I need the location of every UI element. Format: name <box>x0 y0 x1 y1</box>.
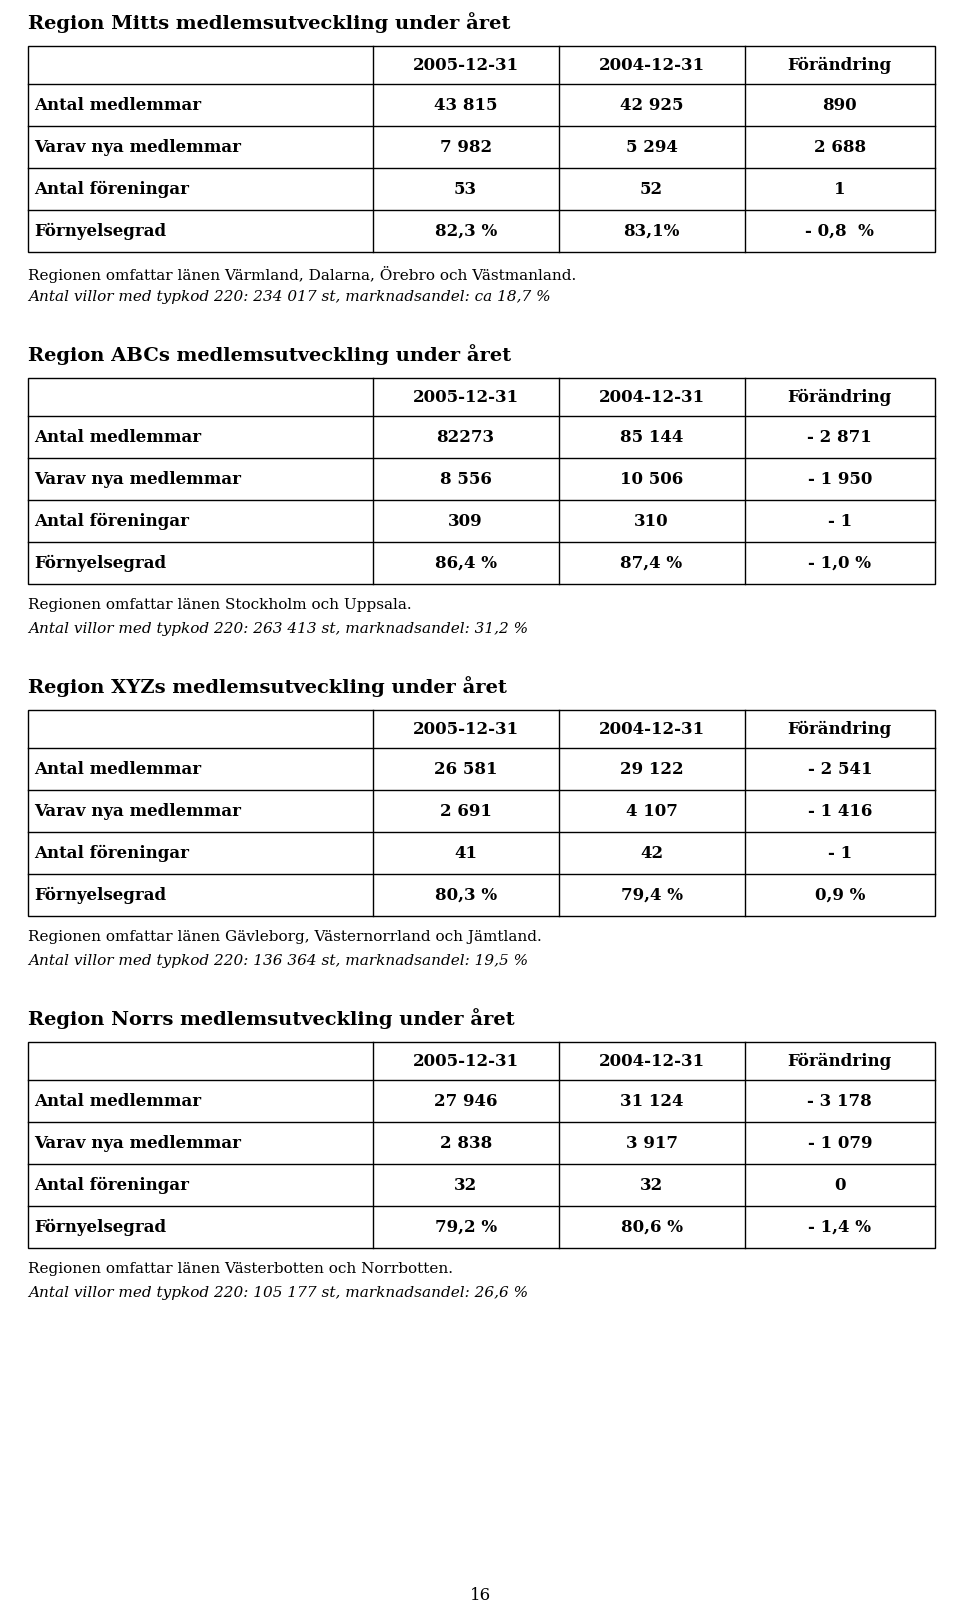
Text: 52: 52 <box>640 180 663 198</box>
Text: 16: 16 <box>469 1587 491 1603</box>
Text: - 1: - 1 <box>828 512 852 530</box>
Text: - 0,8  %: - 0,8 % <box>805 222 875 240</box>
Text: Region Norrs medlemsutveckling under året: Region Norrs medlemsutveckling under åre… <box>28 1008 515 1029</box>
Text: Varav nya medlemmar: Varav nya medlemmar <box>34 138 241 156</box>
Text: 79,4 %: 79,4 % <box>620 887 683 903</box>
Text: 890: 890 <box>823 97 857 113</box>
Text: 2004-12-31: 2004-12-31 <box>598 1052 705 1070</box>
Text: 2005-12-31: 2005-12-31 <box>413 57 518 73</box>
Text: 32: 32 <box>454 1177 477 1193</box>
Text: Region XYZs medlemsutveckling under året: Region XYZs medlemsutveckling under året <box>28 676 507 697</box>
Text: Förändring: Förändring <box>787 389 892 405</box>
Text: Regionen omfattar länen Värmland, Dalarna, Örebro och Västmanland.: Regionen omfattar länen Värmland, Dalarn… <box>28 266 576 284</box>
Text: Antal föreningar: Antal föreningar <box>34 180 189 198</box>
Text: 1: 1 <box>834 180 846 198</box>
Text: 87,4 %: 87,4 % <box>620 554 683 572</box>
Text: Region Mitts medlemsutveckling under året: Region Mitts medlemsutveckling under åre… <box>28 11 511 32</box>
Text: - 2 541: - 2 541 <box>807 760 872 778</box>
Text: Region ABCs medlemsutveckling under året: Region ABCs medlemsutveckling under året <box>28 344 511 365</box>
Text: 41: 41 <box>454 845 477 861</box>
Text: 80,6 %: 80,6 % <box>620 1219 683 1235</box>
Text: Antal medlemmar: Antal medlemmar <box>34 1093 202 1109</box>
Text: Regionen omfattar länen Stockholm och Uppsala.: Regionen omfattar länen Stockholm och Up… <box>28 598 412 613</box>
Text: Förnyelsegrad: Förnyelsegrad <box>34 222 166 240</box>
Text: 5 294: 5 294 <box>626 138 678 156</box>
Text: 2004-12-31: 2004-12-31 <box>598 57 705 73</box>
Text: 53: 53 <box>454 180 477 198</box>
Text: 2 688: 2 688 <box>814 138 866 156</box>
Text: 32: 32 <box>640 1177 663 1193</box>
Text: - 1: - 1 <box>828 845 852 861</box>
Text: Förändring: Förändring <box>787 720 892 738</box>
Text: 42 925: 42 925 <box>620 97 684 113</box>
Text: - 1,0 %: - 1,0 % <box>808 554 872 572</box>
Text: - 3 178: - 3 178 <box>807 1093 872 1109</box>
Text: 43 815: 43 815 <box>434 97 497 113</box>
Text: 7 982: 7 982 <box>440 138 492 156</box>
Text: Förnyelsegrad: Förnyelsegrad <box>34 554 166 572</box>
Text: Varav nya medlemmar: Varav nya medlemmar <box>34 470 241 488</box>
Text: - 1 416: - 1 416 <box>807 802 872 820</box>
Text: - 1 950: - 1 950 <box>807 470 872 488</box>
Text: 27 946: 27 946 <box>434 1093 497 1109</box>
Text: Antal föreningar: Antal föreningar <box>34 845 189 862</box>
Text: Antal villor med typkod 220: 234 017 st, marknadsandel: ca 18,7 %: Antal villor med typkod 220: 234 017 st,… <box>28 290 551 305</box>
Text: 2 838: 2 838 <box>440 1135 492 1151</box>
Bar <box>28 378 935 584</box>
Text: 31 124: 31 124 <box>620 1093 684 1109</box>
Text: Antal villor med typkod 220: 263 413 st, marknadsandel: 31,2 %: Antal villor med typkod 220: 263 413 st,… <box>28 622 528 635</box>
Text: 4 107: 4 107 <box>626 802 678 820</box>
Bar <box>28 1042 935 1248</box>
Text: 79,2 %: 79,2 % <box>435 1219 496 1235</box>
Text: 310: 310 <box>635 512 669 530</box>
Text: 26 581: 26 581 <box>434 760 497 778</box>
Text: 0,9 %: 0,9 % <box>815 887 865 903</box>
Text: 83,1%: 83,1% <box>623 222 680 240</box>
Text: Förnyelsegrad: Förnyelsegrad <box>34 887 166 903</box>
Text: 2 691: 2 691 <box>440 802 492 820</box>
Text: 2004-12-31: 2004-12-31 <box>598 720 705 738</box>
Text: - 1 079: - 1 079 <box>807 1135 872 1151</box>
Text: - 1,4 %: - 1,4 % <box>808 1219 872 1235</box>
Text: 0: 0 <box>834 1177 846 1193</box>
Text: Antal medlemmar: Antal medlemmar <box>34 760 202 778</box>
Text: Varav nya medlemmar: Varav nya medlemmar <box>34 802 241 820</box>
Text: Antal villor med typkod 220: 105 177 st, marknadsandel: 26,6 %: Antal villor med typkod 220: 105 177 st,… <box>28 1285 528 1300</box>
Text: 82,3 %: 82,3 % <box>435 222 496 240</box>
Text: Förändring: Förändring <box>787 1052 892 1070</box>
Text: Varav nya medlemmar: Varav nya medlemmar <box>34 1135 241 1151</box>
Text: 85 144: 85 144 <box>620 428 684 446</box>
Text: Antal medlemmar: Antal medlemmar <box>34 428 202 446</box>
Bar <box>28 45 935 251</box>
Text: 2005-12-31: 2005-12-31 <box>413 720 518 738</box>
Text: 8 556: 8 556 <box>440 470 492 488</box>
Text: Antal medlemmar: Antal medlemmar <box>34 97 202 113</box>
Text: 82273: 82273 <box>437 428 494 446</box>
Text: Regionen omfattar länen Västerbotten och Norrbotten.: Regionen omfattar länen Västerbotten och… <box>28 1263 453 1276</box>
Text: 2005-12-31: 2005-12-31 <box>413 1052 518 1070</box>
Bar <box>28 710 935 916</box>
Text: 80,3 %: 80,3 % <box>435 887 496 903</box>
Text: 2005-12-31: 2005-12-31 <box>413 389 518 405</box>
Text: Förändring: Förändring <box>787 57 892 73</box>
Text: Antal föreningar: Antal föreningar <box>34 1177 189 1193</box>
Text: 3 917: 3 917 <box>626 1135 678 1151</box>
Text: Antal föreningar: Antal föreningar <box>34 512 189 530</box>
Text: 309: 309 <box>448 512 483 530</box>
Text: Antal villor med typkod 220: 136 364 st, marknadsandel: 19,5 %: Antal villor med typkod 220: 136 364 st,… <box>28 955 528 968</box>
Text: - 2 871: - 2 871 <box>807 428 872 446</box>
Text: Regionen omfattar länen Gävleborg, Västernorrland och Jämtland.: Regionen omfattar länen Gävleborg, Väste… <box>28 930 541 943</box>
Text: 29 122: 29 122 <box>620 760 684 778</box>
Text: Förnyelsegrad: Förnyelsegrad <box>34 1219 166 1235</box>
Text: 42: 42 <box>640 845 663 861</box>
Text: 10 506: 10 506 <box>620 470 684 488</box>
Text: 2004-12-31: 2004-12-31 <box>598 389 705 405</box>
Text: 86,4 %: 86,4 % <box>435 554 496 572</box>
